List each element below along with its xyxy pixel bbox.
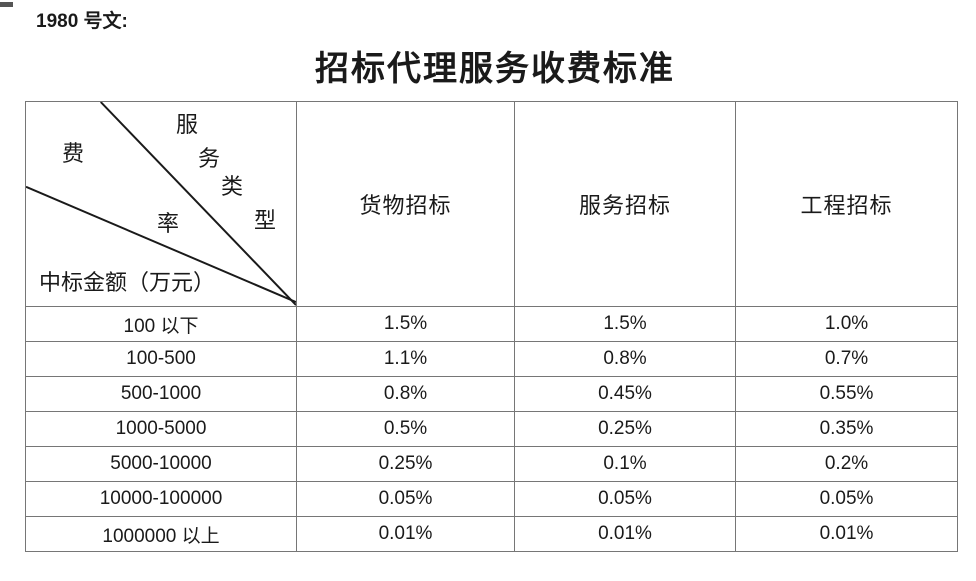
rate-cell: 0.45% bbox=[514, 376, 736, 412]
rate-cell: 0.8% bbox=[514, 341, 736, 377]
table-row: 5000-10000 0.25% 0.1% 0.2% bbox=[25, 446, 958, 482]
column-header-service: 服务招标 bbox=[514, 101, 736, 307]
rate-cell: 0.05% bbox=[735, 481, 958, 517]
row-label: 1000-5000 bbox=[25, 411, 297, 447]
diagonal-divider-lines bbox=[26, 102, 296, 306]
table-row: 10000-100000 0.05% 0.05% 0.05% bbox=[25, 481, 958, 517]
rate-cell: 1.1% bbox=[296, 341, 515, 377]
rate-cell: 0.01% bbox=[296, 516, 515, 552]
corner-service-char-2: 务 bbox=[198, 146, 221, 171]
rate-cell: 0.8% bbox=[296, 376, 515, 412]
rate-cell: 0.7% bbox=[735, 341, 958, 377]
corner-service-char-1: 服 bbox=[176, 112, 199, 137]
rate-cell: 0.01% bbox=[735, 516, 958, 552]
rate-cell: 0.25% bbox=[296, 446, 515, 482]
corner-service-char-4: 型 bbox=[254, 208, 277, 233]
row-label: 100-500 bbox=[25, 341, 297, 377]
rate-cell: 1.0% bbox=[735, 306, 958, 342]
page-title: 招标代理服务收费标准 bbox=[315, 51, 675, 88]
row-label: 5000-10000 bbox=[25, 446, 297, 482]
fee-standard-table: 服 费 务 类 率 型 中标金额（万元） 货物招标 服务招标 工程招标 100 … bbox=[25, 101, 958, 552]
rate-cell: 0.25% bbox=[514, 411, 736, 447]
table-header-row: 服 费 务 类 率 型 中标金额（万元） 货物招标 服务招标 工程招标 bbox=[25, 101, 958, 307]
diagonal-corner-cell: 服 费 务 类 率 型 中标金额（万元） bbox=[25, 101, 297, 307]
rate-cell: 0.05% bbox=[296, 481, 515, 517]
doc-ref-label: 1980 号文: bbox=[36, 11, 128, 32]
corner-fee-char: 费 bbox=[62, 141, 85, 166]
rate-cell: 0.1% bbox=[514, 446, 736, 482]
corner-service-char-3: 类 bbox=[221, 174, 244, 199]
rate-cell: 0.5% bbox=[296, 411, 515, 447]
table-row: 1000-5000 0.5% 0.25% 0.35% bbox=[25, 411, 958, 447]
rate-cell: 1.5% bbox=[296, 306, 515, 342]
row-label: 1000000 以上 bbox=[25, 516, 297, 552]
rate-cell: 0.55% bbox=[735, 376, 958, 412]
table-row: 1000000 以上 0.01% 0.01% 0.01% bbox=[25, 516, 958, 552]
column-header-engineering: 工程招标 bbox=[735, 101, 958, 307]
row-label: 500-1000 bbox=[25, 376, 297, 412]
table-row: 500-1000 0.8% 0.45% 0.55% bbox=[25, 376, 958, 412]
table-row: 100 以下 1.5% 1.5% 1.0% bbox=[25, 306, 958, 342]
rate-cell: 0.35% bbox=[735, 411, 958, 447]
rate-cell: 1.5% bbox=[514, 306, 736, 342]
rate-cell: 0.2% bbox=[735, 446, 958, 482]
scan-artifact bbox=[0, 2, 13, 7]
table-row: 100-500 1.1% 0.8% 0.7% bbox=[25, 341, 958, 377]
row-label: 100 以下 bbox=[25, 306, 297, 342]
rate-cell: 0.01% bbox=[514, 516, 736, 552]
rate-cell: 0.05% bbox=[514, 481, 736, 517]
corner-rate-char: 率 bbox=[157, 211, 180, 236]
corner-amount-label: 中标金额（万元） bbox=[39, 270, 216, 295]
column-header-goods: 货物招标 bbox=[296, 101, 515, 307]
row-label: 10000-100000 bbox=[25, 481, 297, 517]
